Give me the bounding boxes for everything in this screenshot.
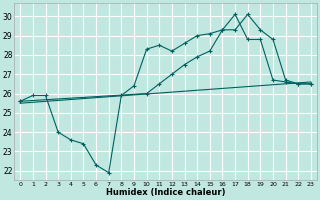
X-axis label: Humidex (Indice chaleur): Humidex (Indice chaleur) [106, 188, 225, 197]
